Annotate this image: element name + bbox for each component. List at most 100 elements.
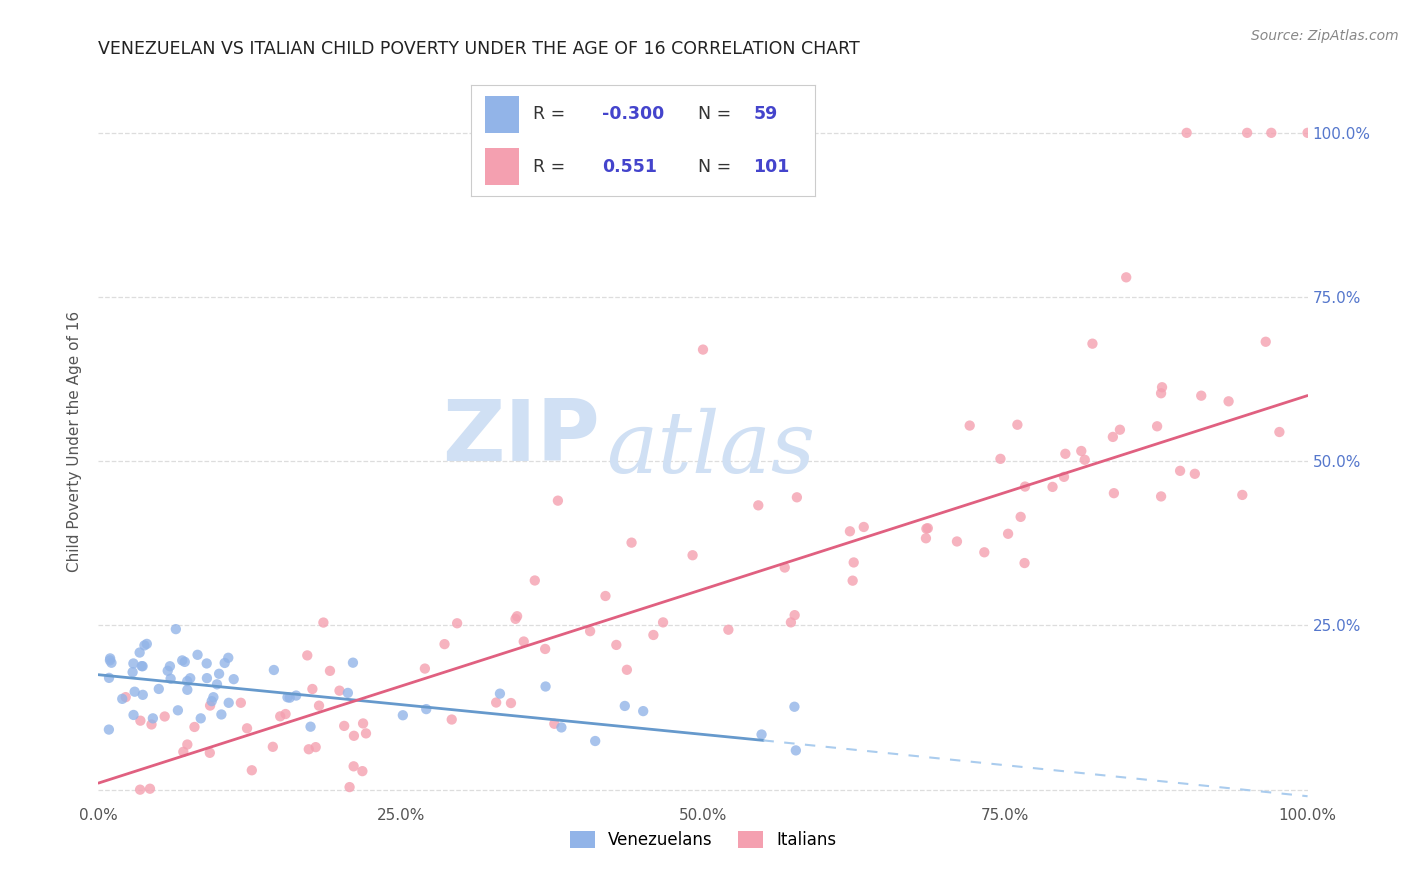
Point <box>298 742 321 756</box>
Point <box>1184 467 1206 481</box>
Point <box>173 655 195 669</box>
Point <box>352 764 374 779</box>
Point <box>915 531 938 545</box>
Point <box>1150 380 1173 394</box>
Point <box>643 628 665 642</box>
Point <box>333 719 356 733</box>
Point <box>1150 386 1173 401</box>
Point <box>139 781 162 796</box>
Point <box>1115 270 1137 285</box>
Point <box>339 780 361 794</box>
Point <box>1102 430 1125 444</box>
Bar <box>485 148 519 186</box>
Point <box>959 418 981 433</box>
Point <box>392 708 415 723</box>
Point <box>997 526 1019 541</box>
Text: atlas: atlas <box>606 408 815 490</box>
Point <box>783 699 806 714</box>
Point <box>308 698 330 713</box>
Point <box>195 657 218 671</box>
Point <box>1109 423 1132 437</box>
Point <box>134 639 156 653</box>
Point <box>1175 126 1198 140</box>
Point <box>631 704 654 718</box>
Point <box>297 648 319 663</box>
Point <box>229 696 252 710</box>
Point <box>785 743 807 757</box>
Point <box>1014 479 1036 493</box>
Point <box>278 690 301 705</box>
Point <box>841 574 863 588</box>
Point <box>1102 486 1125 500</box>
Point <box>208 666 231 681</box>
Point <box>505 612 527 626</box>
Point <box>129 714 152 728</box>
Point <box>1236 126 1258 140</box>
Bar <box>485 96 519 133</box>
Point <box>1146 419 1168 434</box>
Point <box>773 560 796 574</box>
Point <box>167 703 190 717</box>
Y-axis label: Child Poverty Under the Age of 16: Child Poverty Under the Age of 16 <box>67 311 83 572</box>
Point <box>319 664 342 678</box>
Point <box>159 672 181 686</box>
Point <box>263 663 285 677</box>
Point <box>499 696 522 710</box>
Point <box>1150 490 1173 504</box>
Point <box>165 622 187 636</box>
Point <box>1168 464 1191 478</box>
Point <box>682 548 704 562</box>
Point <box>276 690 298 705</box>
Point <box>692 343 714 357</box>
Point <box>946 534 969 549</box>
Point <box>122 708 145 723</box>
Point <box>156 664 179 678</box>
Point <box>312 615 335 630</box>
Point <box>114 690 136 705</box>
Point <box>269 709 291 723</box>
Point <box>1014 556 1036 570</box>
Text: R =: R = <box>533 105 571 123</box>
Point <box>595 589 617 603</box>
Point <box>301 681 323 696</box>
Point <box>202 690 225 705</box>
Point <box>354 726 377 740</box>
Point <box>305 740 328 755</box>
Point <box>183 720 205 734</box>
Point <box>583 734 606 748</box>
Point <box>240 764 263 778</box>
Point <box>1296 126 1319 140</box>
Point <box>506 609 529 624</box>
Point <box>159 659 181 673</box>
Text: -0.300: -0.300 <box>602 105 664 123</box>
Point <box>343 729 366 743</box>
Point <box>218 696 240 710</box>
Point <box>222 672 245 686</box>
Point <box>205 677 228 691</box>
Text: Source: ZipAtlas.com: Source: ZipAtlas.com <box>1251 29 1399 43</box>
Point <box>1007 417 1029 432</box>
Point <box>201 694 224 708</box>
Point <box>1081 336 1104 351</box>
Point <box>747 499 769 513</box>
Point <box>129 782 152 797</box>
Legend: Venezuelans, Italians: Venezuelans, Italians <box>564 824 842 856</box>
Point <box>111 691 134 706</box>
Point <box>217 650 239 665</box>
Point <box>917 521 939 535</box>
Point <box>1260 126 1282 140</box>
Text: R =: R = <box>533 158 576 176</box>
Point <box>751 727 773 741</box>
Point <box>148 681 170 696</box>
Point <box>838 524 860 539</box>
Point <box>513 634 536 648</box>
Point <box>534 680 557 694</box>
Point <box>973 545 995 559</box>
Point <box>172 653 194 667</box>
Point <box>274 706 297 721</box>
Point <box>1010 509 1032 524</box>
Point <box>142 711 165 725</box>
Point <box>328 683 350 698</box>
Point <box>550 721 572 735</box>
Point <box>605 638 627 652</box>
